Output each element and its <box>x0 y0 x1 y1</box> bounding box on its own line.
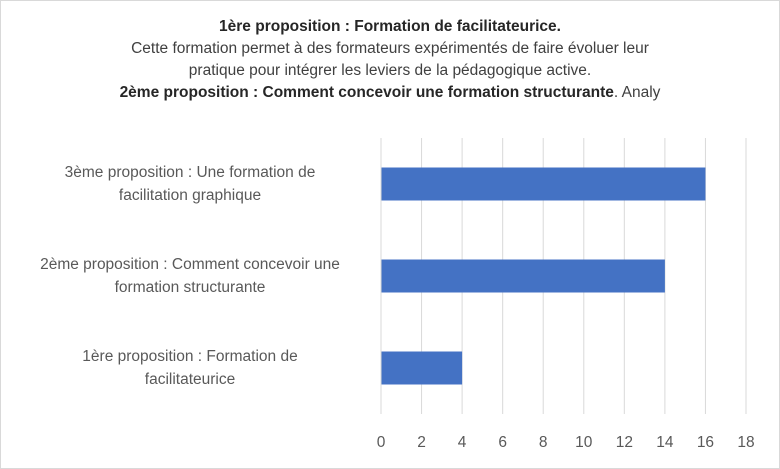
chart-title-segment: 1ère proposition : Formation de facilita… <box>219 18 561 35</box>
bar <box>381 351 463 385</box>
chart-title-line: pratique pour intégrer les leviers de la… <box>0 60 780 82</box>
x-tick-label: 8 <box>539 434 548 451</box>
x-tick-label: 14 <box>656 434 674 451</box>
x-tick-label: 2 <box>417 434 426 451</box>
x-tick-label: 10 <box>575 434 593 451</box>
bar <box>381 259 665 293</box>
bar <box>381 167 706 201</box>
category-label-line: formation structurante <box>114 279 266 296</box>
category-label-line: 2ème proposition : Comment concevoir une <box>40 256 340 273</box>
category-label-line: facilitateurice <box>144 371 236 388</box>
chart-title-segment: pratique pour intégrer les leviers de la… <box>188 62 592 79</box>
category-label: 1ère proposition : Formation de facilitat… <box>0 345 380 391</box>
chart-title-line: Cette formation permet à des formateurs … <box>0 38 780 60</box>
category-label-line: 3ème proposition : Une formation de <box>64 164 316 181</box>
chart-title-line: 2ème proposition : Comment concevoir une… <box>0 82 780 104</box>
category-label-line: 1ère proposition : Formation de <box>82 348 298 365</box>
x-tick-label: 0 <box>377 434 386 451</box>
category-label: 3ème proposition : Une formation de facil… <box>0 161 380 207</box>
x-tick-label: 4 <box>458 434 467 451</box>
x-tick-label: 6 <box>498 434 507 451</box>
x-tick-label: 18 <box>737 434 754 451</box>
category-label: 2ème proposition : Comment concevoir une… <box>0 253 380 299</box>
chart-title-segment: 2ème proposition : Comment concevoir une… <box>119 84 614 101</box>
chart-title-line: 1ère proposition : Formation de facilita… <box>0 16 780 38</box>
category-label-line: facilitation graphique <box>118 187 262 204</box>
x-tick-label: 16 <box>697 434 714 451</box>
chart-title-segment: . Analy <box>613 84 661 101</box>
x-tick-label: 12 <box>616 434 633 451</box>
chart-title: 1ère proposition : Formation de facilita… <box>0 16 780 104</box>
chart-title-segment: Cette formation permet à des formateurs … <box>131 40 649 57</box>
